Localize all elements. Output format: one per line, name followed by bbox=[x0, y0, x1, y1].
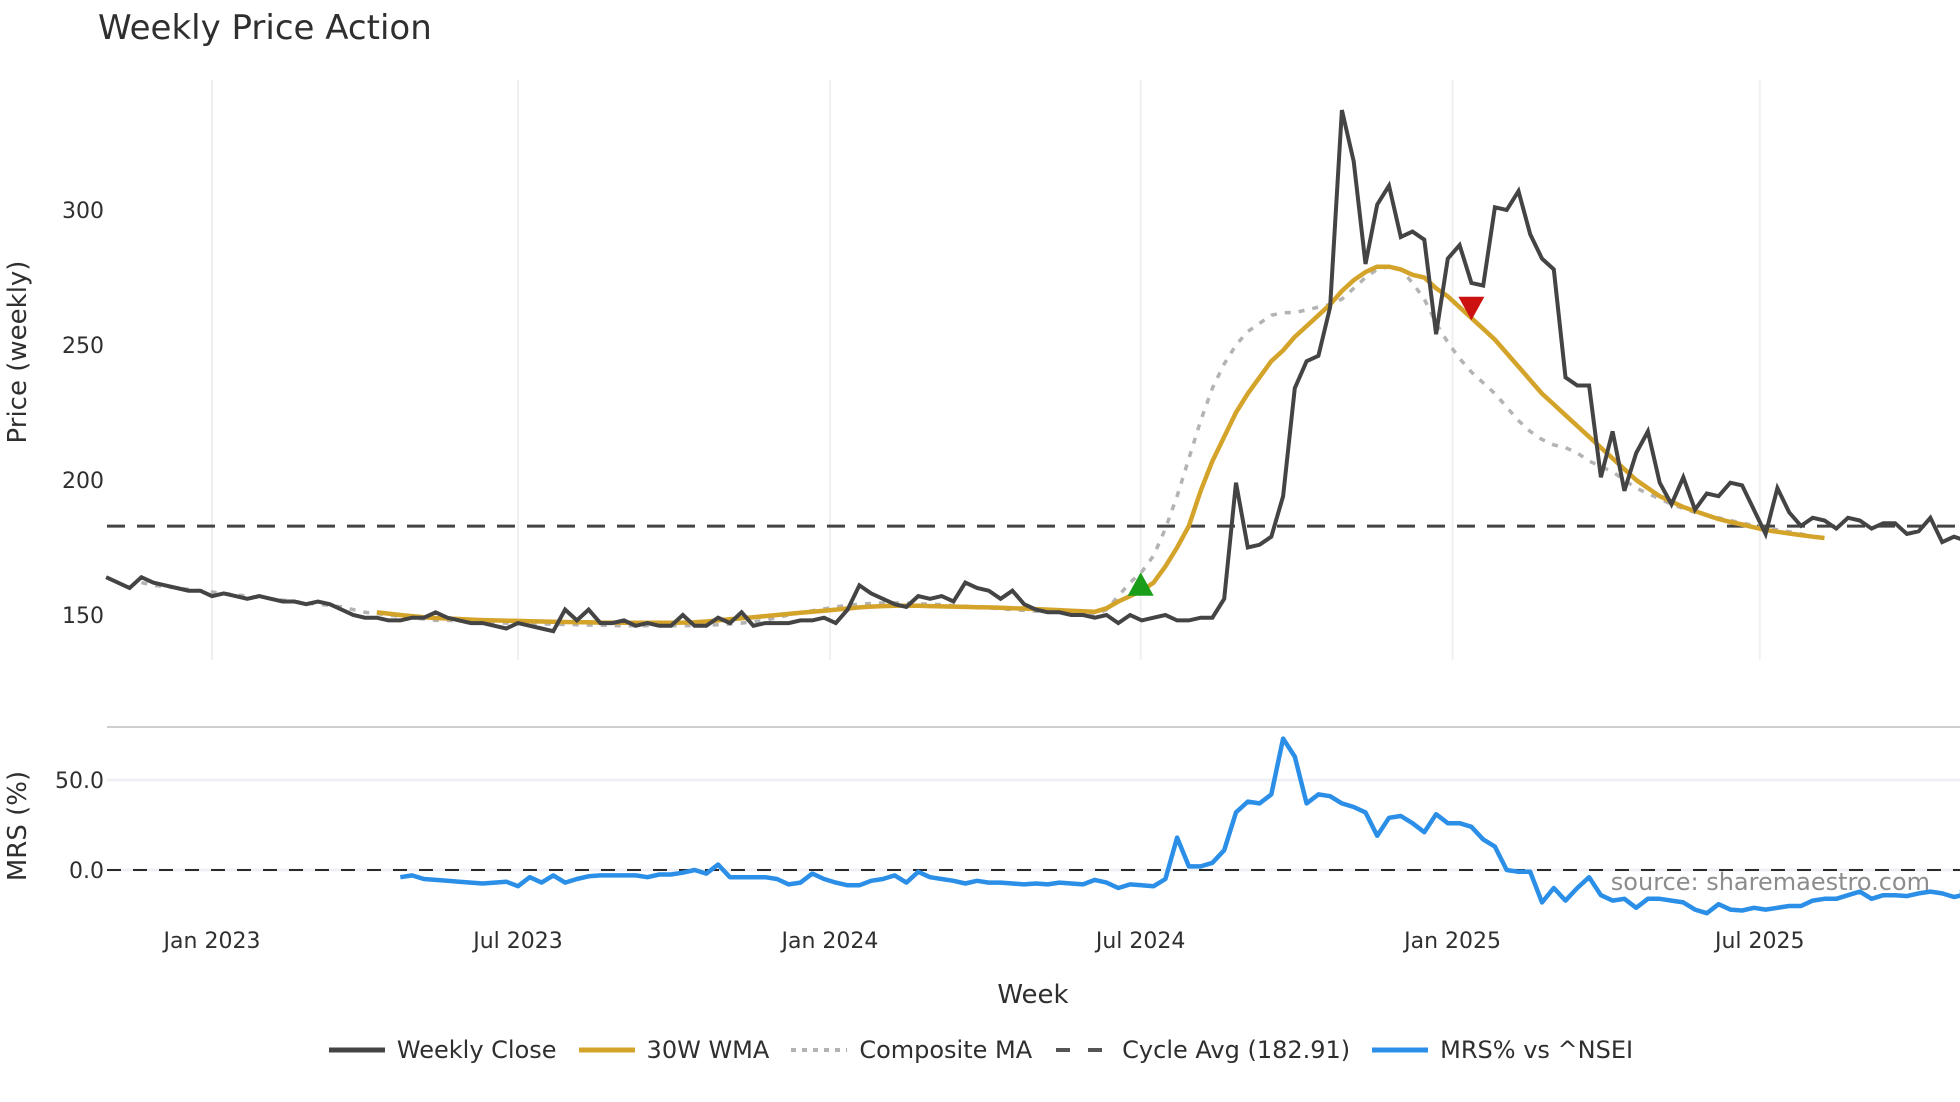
chart-legend: Weekly Close 30W WMA Composite MA Cycle … bbox=[0, 1036, 1960, 1064]
solid-line-swatch-icon bbox=[1372, 1047, 1429, 1053]
y-tick-label: 250 bbox=[62, 334, 104, 359]
solid-line-swatch-icon bbox=[578, 1047, 635, 1053]
mrs-gridlines bbox=[107, 778, 1960, 872]
mrs-line bbox=[399, 736, 1960, 916]
legend-item-mrs[interactable]: MRS% vs ^NSEI bbox=[1370, 1036, 1633, 1064]
legend-item-cycle-avg[interactable]: Cycle Avg (182.91) bbox=[1052, 1036, 1350, 1064]
y-tick-label: 300 bbox=[62, 199, 104, 224]
legend-label: MRS% vs ^NSEI bbox=[1440, 1036, 1634, 1064]
price-panel: 150 200 250 300 Price (weekly) bbox=[3, 80, 1960, 660]
sell-signal-triangle-down-icon bbox=[1458, 296, 1485, 321]
legend-label: Cycle Avg (182.91) bbox=[1122, 1036, 1351, 1064]
legend-item-composite-ma[interactable]: Composite MA bbox=[789, 1036, 1032, 1064]
y-tick-label: 0.0 bbox=[69, 859, 104, 884]
dotted-line-swatch-icon bbox=[791, 1048, 848, 1052]
weekly-close-line bbox=[105, 109, 1960, 634]
x-tick-label: Jul 2023 bbox=[471, 929, 563, 954]
price-y-axis-label: Price (weekly) bbox=[3, 261, 33, 444]
legend-label: 30W WMA bbox=[646, 1036, 770, 1064]
composite-ma-line bbox=[141, 264, 1814, 628]
dashed-line-swatch-icon bbox=[1056, 1048, 1111, 1052]
buy-signal-triangle-up-icon bbox=[1127, 572, 1154, 596]
mrs-y-axis-ticks: 0.0 50.0 bbox=[55, 769, 104, 884]
x-tick-label: Jul 2024 bbox=[1094, 929, 1186, 954]
x-axis-ticks: Jan 2023 Jul 2023 Jan 2024 Jul 2024 Jan 2025… bbox=[162, 929, 1805, 954]
y-tick-label: 50.0 bbox=[55, 769, 104, 794]
x-axis-label: Week bbox=[997, 980, 1068, 1010]
chart-title: Weekly Price Action bbox=[98, 8, 432, 48]
mrs-panel: 0.0 50.0 MRS (%) source: sharemaestro.com bbox=[3, 736, 1960, 916]
price-y-axis-ticks: 150 200 250 300 bbox=[62, 199, 104, 629]
mrs-y-axis-label: MRS (%) bbox=[3, 771, 33, 881]
legend-item-wma[interactable]: 30W WMA bbox=[577, 1036, 770, 1064]
price-gridlines bbox=[211, 80, 1761, 660]
y-tick-label: 150 bbox=[62, 604, 104, 629]
x-tick-label: Jan 2025 bbox=[1402, 929, 1501, 954]
source-attribution: source: sharemaestro.com bbox=[1611, 868, 1930, 896]
legend-label: Composite MA bbox=[859, 1036, 1033, 1064]
legend-label: Weekly Close bbox=[396, 1036, 557, 1064]
x-tick-label: Jan 2024 bbox=[779, 929, 878, 954]
solid-line-swatch-icon bbox=[328, 1047, 385, 1053]
x-tick-label: Jan 2023 bbox=[162, 929, 261, 954]
x-tick-label: Jul 2025 bbox=[1713, 929, 1805, 954]
y-tick-label: 200 bbox=[62, 469, 104, 494]
chart-canvas: 150 200 250 300 Price (weekly) 0.0 50.0 MRS … bbox=[3, 80, 1960, 1010]
legend-item-weekly-close[interactable]: Weekly Close bbox=[327, 1036, 557, 1064]
